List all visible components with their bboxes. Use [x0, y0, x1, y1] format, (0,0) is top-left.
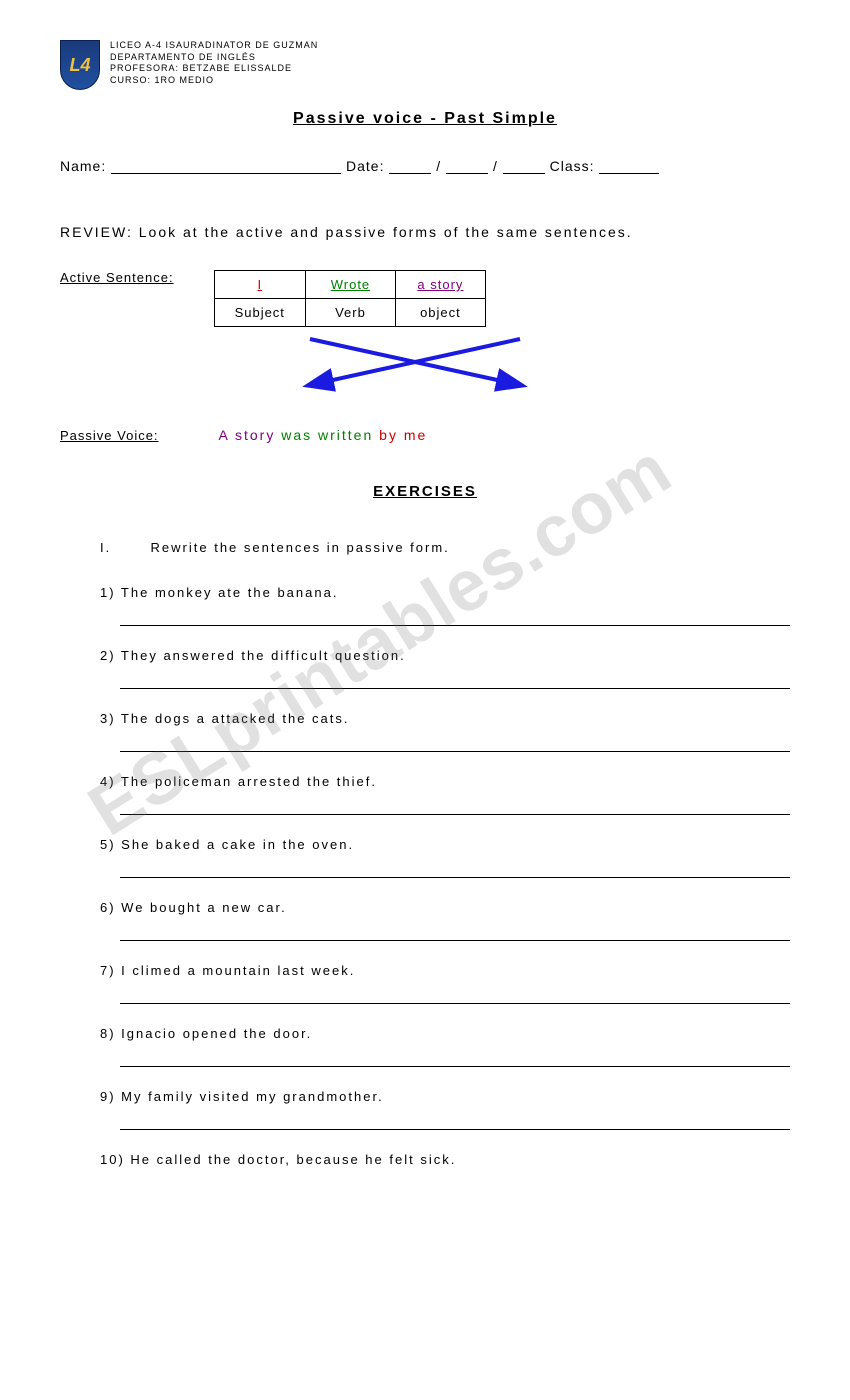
date-day-line[interactable]: [389, 173, 431, 174]
answer-line[interactable]: [120, 927, 790, 941]
question-item: 3) The dogs a attacked the cats.: [100, 711, 790, 752]
school-line1: LICEO A-4 ISAURADINATOR DE GUZMAN: [110, 40, 318, 52]
answer-line[interactable]: [120, 675, 790, 689]
school-line3: PROFESORA: BETZABE ELISSALDE: [110, 63, 318, 75]
grammar-table: I Wrote a story Subject Verb object: [214, 270, 486, 327]
exercises-title: EXERCISES: [60, 483, 790, 500]
date-label: Date:: [346, 158, 384, 174]
review-text: REVIEW: Look at the active and passive f…: [60, 224, 790, 240]
question-item: 7) I climed a mountain last week.: [100, 963, 790, 1004]
answer-line[interactable]: [120, 1053, 790, 1067]
table-subject-word: I: [214, 271, 305, 299]
question-text: 2) They answered the difficult question.: [100, 648, 790, 663]
answer-line[interactable]: [120, 612, 790, 626]
cross-arrows: [240, 337, 790, 397]
question-item: 10) He called the doctor, because he fel…: [100, 1152, 790, 1167]
answer-line[interactable]: [120, 801, 790, 815]
passive-sentence-row: Passive Voice: A story was written by me: [60, 427, 790, 443]
table-verb-word: Wrote: [305, 271, 395, 299]
question-text: 10) He called the doctor, because he fel…: [100, 1152, 790, 1167]
answer-line[interactable]: [120, 738, 790, 752]
questions-list: 1) The monkey ate the banana. 2) They ans…: [60, 585, 790, 1167]
question-item: 4) The policeman arrested the thief.: [100, 774, 790, 815]
question-item: 8) Ignacio opened the door.: [100, 1026, 790, 1067]
passive-agent: me: [404, 427, 427, 443]
school-line2: DEPARTAMENTO DE INGLÉS: [110, 52, 318, 64]
question-text: 5) She baked a cake in the oven.: [100, 837, 790, 852]
class-input-line[interactable]: [599, 173, 659, 174]
question-item: 5) She baked a cake in the oven.: [100, 837, 790, 878]
table-object-word: a story: [395, 271, 485, 299]
arrows-icon: [240, 337, 560, 392]
question-text: 1) The monkey ate the banana.: [100, 585, 790, 600]
instruction: I. Rewrite the sentences in passive form…: [100, 540, 790, 555]
date-year-line[interactable]: [503, 173, 545, 174]
date-slash1: /: [436, 158, 441, 174]
active-sentence-row: Active Sentence: I Wrote a story Subject…: [60, 270, 790, 327]
passive-verb: was written: [281, 427, 373, 443]
question-text: 9) My family visited my grandmother.: [100, 1089, 790, 1104]
passive-object: A story: [219, 427, 276, 443]
question-item: 6) We bought a new car.: [100, 900, 790, 941]
table-object-label: object: [395, 299, 485, 327]
table-verb-label: Verb: [305, 299, 395, 327]
question-text: 3) The dogs a attacked the cats.: [100, 711, 790, 726]
passive-sentence: A story was written by me: [219, 427, 428, 443]
question-item: 1) The monkey ate the banana.: [100, 585, 790, 626]
name-label: Name:: [60, 158, 106, 174]
question-text: 4) The policeman arrested the thief.: [100, 774, 790, 789]
passive-label: Passive Voice:: [60, 428, 159, 443]
question-item: 2) They answered the difficult question.: [100, 648, 790, 689]
answer-line[interactable]: [120, 864, 790, 878]
school-logo: L4: [60, 40, 100, 90]
name-input-line[interactable]: [111, 173, 341, 174]
instruction-number: I.: [100, 540, 111, 555]
question-text: 7) I climed a mountain last week.: [100, 963, 790, 978]
question-text: 8) Ignacio opened the door.: [100, 1026, 790, 1041]
question-item: 9) My family visited my grandmother.: [100, 1089, 790, 1130]
table-subject-label: Subject: [214, 299, 305, 327]
class-label: Class:: [550, 158, 595, 174]
school-info: LICEO A-4 ISAURADINATOR DE GUZMAN DEPART…: [110, 40, 318, 87]
school-line4: CURSO: 1RO MEDIO: [110, 75, 318, 87]
page-title: Passive voice - Past Simple: [60, 110, 790, 128]
active-label: Active Sentence:: [60, 270, 174, 285]
instruction-text: Rewrite the sentences in passive form.: [151, 540, 450, 555]
date-month-line[interactable]: [446, 173, 488, 174]
answer-line[interactable]: [120, 1116, 790, 1130]
student-fields: Name: Date: / / Class:: [60, 158, 790, 174]
question-text: 6) We bought a new car.: [100, 900, 790, 915]
passive-by: by: [379, 427, 398, 443]
answer-line[interactable]: [120, 990, 790, 1004]
date-slash2: /: [493, 158, 498, 174]
header: L4 LICEO A-4 ISAURADINATOR DE GUZMAN DEP…: [60, 40, 790, 90]
